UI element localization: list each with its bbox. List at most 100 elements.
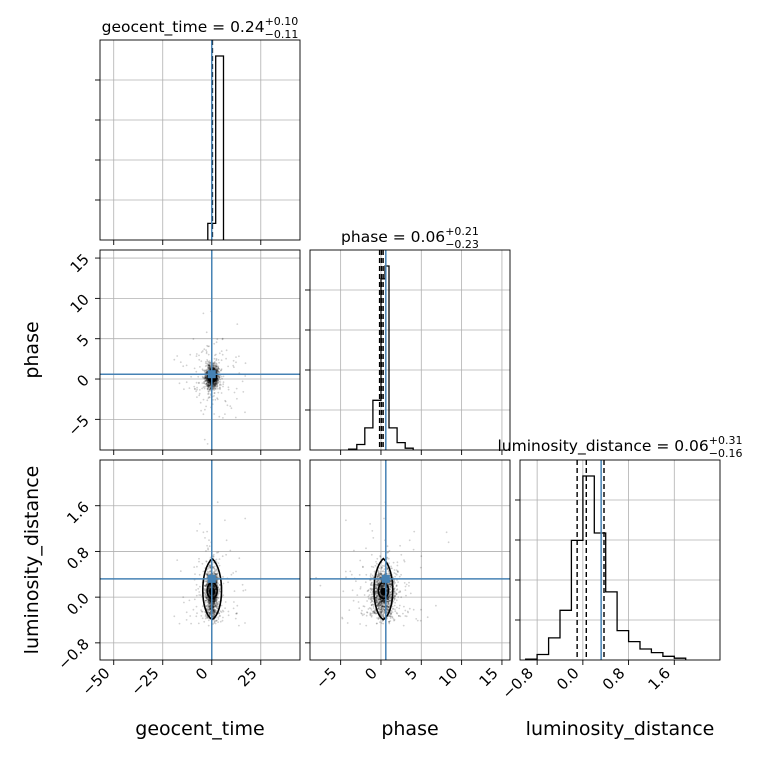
sample-point xyxy=(201,605,204,608)
sample-point xyxy=(203,376,205,379)
sample-point xyxy=(213,599,215,601)
sample-point xyxy=(208,585,211,588)
sample-point xyxy=(216,501,219,504)
sample-point xyxy=(389,617,392,619)
sample-point xyxy=(201,376,204,379)
truth-marker xyxy=(207,574,216,583)
sample-point xyxy=(387,606,390,608)
sample-point xyxy=(208,602,211,605)
sample-point xyxy=(383,583,385,586)
sample-point xyxy=(355,580,357,583)
sample-point xyxy=(370,604,373,606)
sample-point xyxy=(213,383,216,385)
sample-point xyxy=(209,611,211,614)
sample-point xyxy=(208,364,211,367)
sample-point xyxy=(386,597,389,600)
sample-point xyxy=(212,606,215,608)
sample-point xyxy=(213,384,216,387)
sample-point xyxy=(382,599,384,602)
sample-point xyxy=(204,584,206,587)
sample-point xyxy=(214,570,217,573)
sample-point xyxy=(212,613,215,616)
sample-point xyxy=(209,381,212,384)
sample-point xyxy=(213,605,215,608)
sample-point xyxy=(208,382,211,385)
sample-point xyxy=(383,606,385,608)
sample-point xyxy=(212,595,215,598)
sample-point xyxy=(381,606,384,609)
sample-point xyxy=(222,582,225,585)
sample-point xyxy=(208,384,211,387)
sample-point xyxy=(208,367,211,370)
sample-point xyxy=(222,616,224,619)
sample-point xyxy=(383,599,386,602)
sample-point xyxy=(213,608,216,611)
sample-point xyxy=(206,359,209,361)
sample-point xyxy=(396,612,399,615)
sample-point xyxy=(379,581,381,584)
sample-point xyxy=(388,595,390,597)
sample-point xyxy=(376,600,379,603)
sample-point xyxy=(393,595,396,598)
sample-point xyxy=(363,605,366,608)
sample-point xyxy=(220,392,223,394)
sample-point xyxy=(244,622,246,624)
sample-point xyxy=(380,614,382,616)
sample-point xyxy=(215,581,218,584)
sample-point xyxy=(371,610,374,613)
sample-point xyxy=(215,367,218,370)
sample-point xyxy=(199,594,202,596)
sample-point xyxy=(379,602,381,605)
sample-point xyxy=(222,381,225,384)
sample-point xyxy=(392,607,394,610)
sample-point xyxy=(204,362,207,365)
sample-point xyxy=(208,365,211,368)
sample-point xyxy=(213,612,216,614)
sample-point xyxy=(370,609,373,611)
sample-point xyxy=(176,559,179,561)
sample-point xyxy=(212,399,214,401)
sample-point xyxy=(212,602,215,605)
sample-point xyxy=(398,604,401,607)
sample-point xyxy=(189,353,192,356)
sample-point xyxy=(371,600,373,602)
sample-point xyxy=(208,598,211,601)
sample-point xyxy=(382,600,384,603)
sample-point xyxy=(221,609,224,612)
sample-point xyxy=(209,610,212,613)
sample-point xyxy=(376,562,378,565)
sample-point xyxy=(190,375,193,378)
sample-point xyxy=(207,603,210,606)
sample-point xyxy=(213,598,216,601)
sample-point xyxy=(379,601,381,604)
sample-point xyxy=(387,602,390,605)
sample-point xyxy=(208,586,210,589)
sample-point xyxy=(375,585,378,588)
sample-point xyxy=(208,382,211,384)
sample-point xyxy=(353,549,355,552)
sample-point xyxy=(390,591,393,593)
sample-point xyxy=(207,382,210,384)
sample-point xyxy=(214,610,216,613)
sample-point xyxy=(206,379,209,382)
sample-point xyxy=(389,588,392,591)
sample-point xyxy=(387,604,390,606)
sample-point xyxy=(396,570,399,572)
sample-point xyxy=(380,608,383,610)
sample-point xyxy=(369,613,372,616)
sample-point xyxy=(390,615,392,618)
sample-point xyxy=(348,609,351,611)
sample-point xyxy=(203,369,206,372)
sample-point xyxy=(383,595,386,598)
sample-point xyxy=(379,612,382,615)
sample-point xyxy=(183,601,185,604)
sample-point xyxy=(207,366,209,369)
sample-point xyxy=(380,610,382,613)
sample-point xyxy=(221,619,224,622)
sample-point xyxy=(378,605,381,608)
sample-point xyxy=(218,558,221,560)
sample-point xyxy=(344,570,347,573)
sample-point xyxy=(216,369,219,372)
panel-frame xyxy=(99,249,301,451)
sample-point xyxy=(378,600,381,603)
